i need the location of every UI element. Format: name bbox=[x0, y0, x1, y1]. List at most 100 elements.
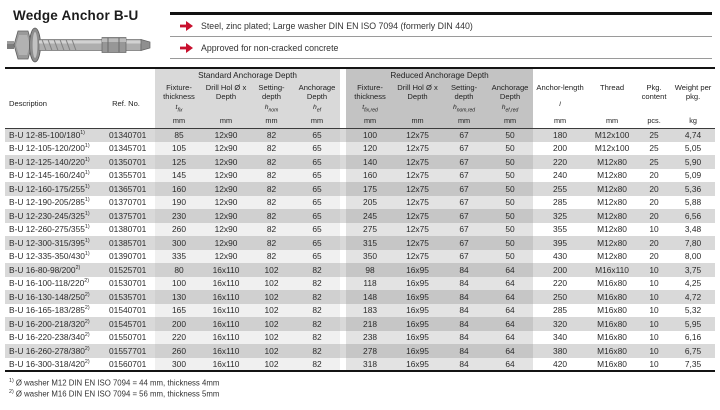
value-cell: 16x95 bbox=[394, 276, 442, 290]
table-row: B-U 12-300-315/3951) 01385701 300 12x90 82 65… bbox=[5, 236, 716, 250]
value-cell: 82 bbox=[294, 276, 341, 290]
group-header-empty-right bbox=[533, 68, 716, 82]
value-cell: 82 bbox=[294, 357, 341, 371]
table-row: B-U 12-260-275/3551) 01380701 260 12x90 82 65… bbox=[5, 222, 716, 236]
description-cell: B-U 12-230-245/3251) bbox=[5, 209, 97, 223]
value-cell: M16x80 bbox=[587, 330, 638, 344]
column-header: Fixture-thickness tfix,red mm bbox=[346, 82, 395, 128]
ref-no-cell: 01380701 bbox=[97, 222, 155, 236]
value-cell: 50 bbox=[487, 222, 534, 236]
value-cell: 12x75 bbox=[394, 128, 442, 142]
value-cell: 50 bbox=[487, 195, 534, 209]
ref-no-cell: 01390701 bbox=[97, 249, 155, 263]
column-header-label: Weight per pkg. bbox=[674, 83, 712, 101]
wedge-anchor-illustration bbox=[7, 27, 151, 63]
red-arrow-icon bbox=[180, 42, 193, 53]
footnote: 2) Ø washer M16 DIN EN ISO 7094 = 56 mm,… bbox=[9, 388, 220, 399]
value-cell: 82 bbox=[294, 330, 341, 344]
spacer-cell bbox=[340, 263, 347, 277]
value-cell: 80 bbox=[155, 263, 203, 277]
value-cell: M12x80 bbox=[587, 209, 638, 223]
value-cell: 10 bbox=[637, 357, 672, 371]
column-symbol: hnom bbox=[264, 103, 279, 114]
value-cell: 12x75 bbox=[394, 209, 442, 223]
spacer-cell bbox=[340, 222, 347, 236]
description-cell: B-U 16-260-278/3802) bbox=[5, 344, 97, 358]
ref-no-cell: 01350701 bbox=[97, 155, 155, 169]
value-cell: M12x80 bbox=[587, 182, 638, 196]
column-unit: mm bbox=[363, 115, 377, 125]
column-header-label: Pkg. content bbox=[641, 83, 667, 101]
value-cell: 12x75 bbox=[394, 182, 442, 196]
value-cell: 102 bbox=[249, 303, 294, 317]
value-cell: 125 bbox=[155, 155, 203, 169]
spacer-cell bbox=[340, 168, 347, 182]
value-cell: 12x75 bbox=[394, 168, 442, 182]
value-cell: 10 bbox=[637, 222, 672, 236]
ref-no-cell: 01340701 bbox=[97, 128, 155, 142]
spacer-cell bbox=[340, 276, 347, 290]
column-symbol: tfix,red bbox=[362, 103, 378, 114]
column-header: Fixture-thickness tfix mm bbox=[155, 82, 203, 128]
value-cell: 84 bbox=[441, 317, 488, 331]
description-cell: B-U 16-200-218/3202) bbox=[5, 317, 97, 331]
value-cell: 50 bbox=[487, 128, 534, 142]
value-cell: 100 bbox=[155, 276, 203, 290]
value-cell: 84 bbox=[441, 276, 488, 290]
table-row: B-U 12-230-245/3251) 01375701 230 12x90 82 65… bbox=[5, 209, 716, 223]
value-cell: M16x110 bbox=[587, 263, 638, 277]
value-cell: 100 bbox=[346, 128, 395, 142]
table-row: B-U 12-85-100/1801) 01340701 85 12x90 82 65 10… bbox=[5, 128, 716, 142]
value-cell: 300 bbox=[155, 357, 203, 371]
value-cell: 50 bbox=[487, 209, 534, 223]
spacer-cell bbox=[340, 141, 347, 155]
value-cell: M12x100 bbox=[587, 128, 638, 142]
value-cell: 260 bbox=[155, 222, 203, 236]
value-cell: 12x75 bbox=[394, 141, 442, 155]
value-cell: 10 bbox=[637, 317, 672, 331]
column-unit: mm bbox=[310, 115, 324, 125]
value-cell: 120 bbox=[346, 141, 395, 155]
table-row: B-U 16-80-98/2002) 01525701 80 16x110 102 82 9… bbox=[5, 263, 716, 277]
group-spacer bbox=[340, 68, 347, 82]
value-cell: 67 bbox=[441, 128, 488, 142]
value-cell: 67 bbox=[441, 209, 488, 223]
value-cell: 20 bbox=[637, 236, 672, 250]
column-header-label: Drill Hol Ø x Depth bbox=[397, 83, 438, 101]
value-cell: 238 bbox=[346, 330, 395, 344]
description-cell: B-U 12-105-120/2001) bbox=[5, 141, 97, 155]
description-cell: B-U 16-220-238/3402) bbox=[5, 330, 97, 344]
value-cell: 430 bbox=[533, 249, 588, 263]
column-spacer bbox=[340, 82, 347, 128]
value-cell: 65 bbox=[294, 209, 341, 223]
value-cell: 64 bbox=[487, 263, 534, 277]
value-cell: 220 bbox=[533, 155, 588, 169]
column-header-row: Description Ref. No. Fixture-thickness tfix… bbox=[5, 82, 716, 128]
value-cell: 16x95 bbox=[394, 290, 442, 304]
value-cell: 12x90 bbox=[203, 128, 249, 142]
value-cell: 82 bbox=[249, 128, 294, 142]
value-cell: 12x75 bbox=[394, 195, 442, 209]
value-cell: 50 bbox=[487, 236, 534, 250]
value-cell: 165 bbox=[155, 303, 203, 317]
column-header: Anchorage Depth hef,red mm bbox=[487, 82, 534, 128]
value-cell: 65 bbox=[294, 168, 341, 182]
column-header-label: Drill Hol Ø x Depth bbox=[205, 83, 247, 101]
column-header-label: Anchorage Depth bbox=[491, 83, 529, 101]
table-row: B-U 12-145-160/2401) 01355701 145 12x90 82 65… bbox=[5, 168, 716, 182]
value-cell: 7,35 bbox=[671, 357, 716, 371]
table-row: B-U 12-105-120/2001) 01345701 105 12x90 82 65… bbox=[5, 141, 716, 155]
column-header-label: Setting-depth bbox=[450, 83, 478, 101]
value-cell: M12x80 bbox=[587, 195, 638, 209]
value-cell: 16x110 bbox=[203, 357, 249, 371]
value-cell: 190 bbox=[155, 195, 203, 209]
value-cell: 12x90 bbox=[203, 249, 249, 263]
value-cell: 8,00 bbox=[671, 249, 716, 263]
ref-no-cell: 01535701 bbox=[97, 290, 155, 304]
value-cell: 16x110 bbox=[203, 276, 249, 290]
value-cell: M16x80 bbox=[587, 303, 638, 317]
value-cell: 175 bbox=[346, 182, 395, 196]
reduced-anchorage-depth-group-header: Reduced Anchorage Depth bbox=[346, 68, 534, 82]
ref-no-cell: 01545701 bbox=[97, 317, 155, 331]
column-header: Anchorage Depth hef mm bbox=[294, 82, 341, 128]
